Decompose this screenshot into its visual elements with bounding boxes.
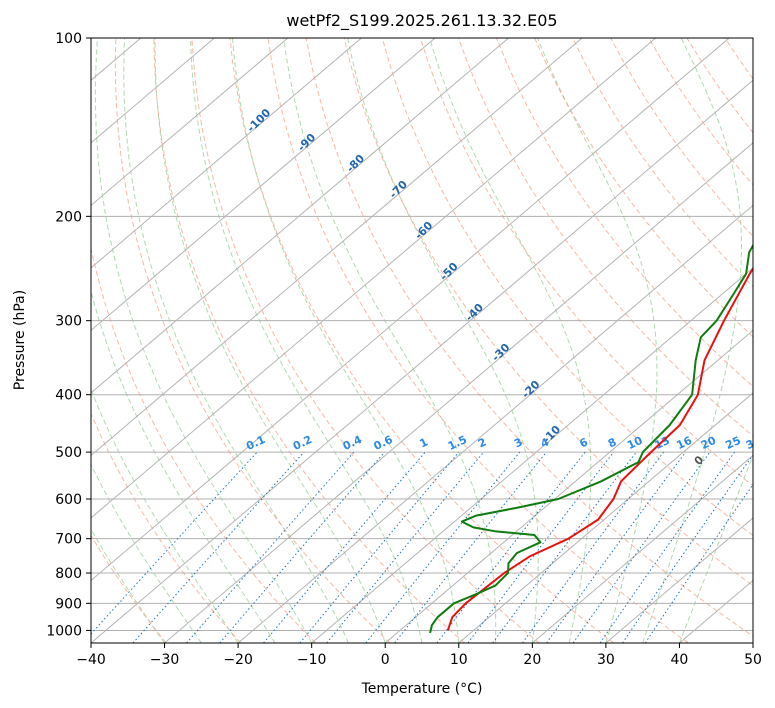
x-tick-label: −30 <box>150 652 180 668</box>
mixing-ratio-line <box>546 451 687 643</box>
y-tick-label: 700 <box>55 532 82 548</box>
mixing-ratio-label: 16 <box>675 434 695 452</box>
x-axis-label: Temperature (°C) <box>361 681 483 697</box>
x-tick-label: 40 <box>671 652 689 668</box>
isotherm-line <box>605 517 753 643</box>
y-tick-label: 100 <box>55 31 82 47</box>
dry-adiabat-line <box>343 38 753 587</box>
mixing-ratio-line <box>492 451 637 643</box>
x-tick-label: 20 <box>523 652 541 668</box>
mixing-ratio-line <box>644 483 753 643</box>
mixing-ratio-label: 25 <box>723 434 742 452</box>
data-series <box>429 243 753 634</box>
isotherm-line <box>91 38 730 582</box>
mixing-ratio-label: 20 <box>699 434 719 452</box>
isotherm-line <box>237 204 753 643</box>
isotherm-line <box>91 38 656 519</box>
y-tick-label: 800 <box>55 566 82 582</box>
x-tick-label: −20 <box>223 652 253 668</box>
y-tick-label: 200 <box>55 209 82 225</box>
moist-adiabat-line <box>283 38 497 643</box>
mixing-ratio-line <box>263 451 426 643</box>
x-tick-label: 50 <box>744 652 762 668</box>
mixing-ratio-line <box>572 451 711 643</box>
dry-adiabats <box>91 38 753 643</box>
isotherm-line <box>91 79 753 643</box>
dry-adiabat-line <box>229 38 615 643</box>
moist-adiabat-line <box>91 289 276 643</box>
x-tick-label: 0 <box>381 652 390 668</box>
temperature-profile-line <box>446 266 753 631</box>
isotherm-line <box>91 38 362 269</box>
skewed-isotherms <box>91 38 753 643</box>
y-axis-ticks: 100 200 300 400 500 600 700 800 900 1000 <box>46 31 91 639</box>
mixing-ratio-line <box>522 451 665 643</box>
dry-adiabat-line <box>114 38 391 643</box>
isotherm-line <box>91 38 215 144</box>
mixing-ratio-line <box>467 451 615 643</box>
dewpoint-profile-line <box>429 243 753 634</box>
dry-adiabat-line <box>91 246 316 643</box>
mixing-ratio-line <box>394 451 547 643</box>
isotherm-line <box>532 454 753 643</box>
dry-adiabat-line <box>267 38 689 643</box>
plot-area: -100-90-80-70-60-50-40-30-20-10010203040… <box>91 38 764 643</box>
isotherm-line <box>91 38 509 394</box>
y-tick-label: 1000 <box>46 623 82 639</box>
isotherm-line <box>458 392 753 643</box>
y-tick-label: 300 <box>55 314 82 330</box>
dry-adiabat-line <box>153 38 465 643</box>
moist-adiabat-line <box>190 38 423 643</box>
dry-adiabat-line <box>381 38 753 537</box>
mixing-ratio-line <box>326 451 485 643</box>
plot-frame <box>90 37 754 644</box>
mixing-ratio-label: 10 <box>625 434 645 452</box>
mixing-ratio-line <box>186 451 355 643</box>
y-tick-label: 500 <box>55 445 82 461</box>
dry-adiabat-line <box>191 38 540 643</box>
moist-adiabat-line <box>347 38 539 643</box>
y-tick-label: 900 <box>55 596 82 612</box>
moist-adiabat-line <box>537 38 658 643</box>
chart-title: wetPf2_S199.2025.261.13.32.E05 <box>286 11 557 31</box>
isotherm-line <box>384 329 753 643</box>
moist-adiabat-line <box>91 463 202 643</box>
mixing-ratio-line <box>365 451 521 643</box>
x-tick-label: 30 <box>597 652 615 668</box>
isotherm-line <box>91 38 289 207</box>
dry-adiabat-line <box>496 38 753 388</box>
isotherm-line <box>91 38 583 457</box>
moist-adiabat-line <box>123 38 349 643</box>
mixing-ratio-line <box>132 451 305 643</box>
mixing-ratio-line <box>299 451 460 643</box>
mixing-ratio-label: 30 <box>744 434 764 452</box>
dry-adiabat-line <box>572 38 753 288</box>
x-tick-label: 10 <box>450 652 468 668</box>
y-axis-label: Pressure (hPa) <box>12 290 28 390</box>
dry-adiabat-line <box>91 412 242 643</box>
x-tick-label: −40 <box>76 652 106 668</box>
mixing-ratio-line <box>622 454 753 643</box>
y-tick-label: 400 <box>55 388 82 404</box>
x-axis-ticks: −40 −30 −20 −10 0 10 20 30 40 50 <box>76 643 762 668</box>
isotherm-line <box>164 142 753 643</box>
moist-adiabat-line <box>232 38 460 643</box>
dry-adiabat-line <box>419 38 753 487</box>
moist-adiabat-line <box>91 528 165 643</box>
moist-adiabat-line <box>91 388 239 643</box>
mixing-ratio-lines <box>91 451 753 643</box>
moist-adiabat-line <box>429 38 592 643</box>
isotherm-line <box>91 38 436 332</box>
y-tick-label: 600 <box>55 492 82 508</box>
mixing-ratio-line <box>599 451 736 643</box>
x-tick-label: −10 <box>297 652 327 668</box>
isotherm-line <box>311 267 753 643</box>
moist-adiabat-line <box>154 38 386 643</box>
